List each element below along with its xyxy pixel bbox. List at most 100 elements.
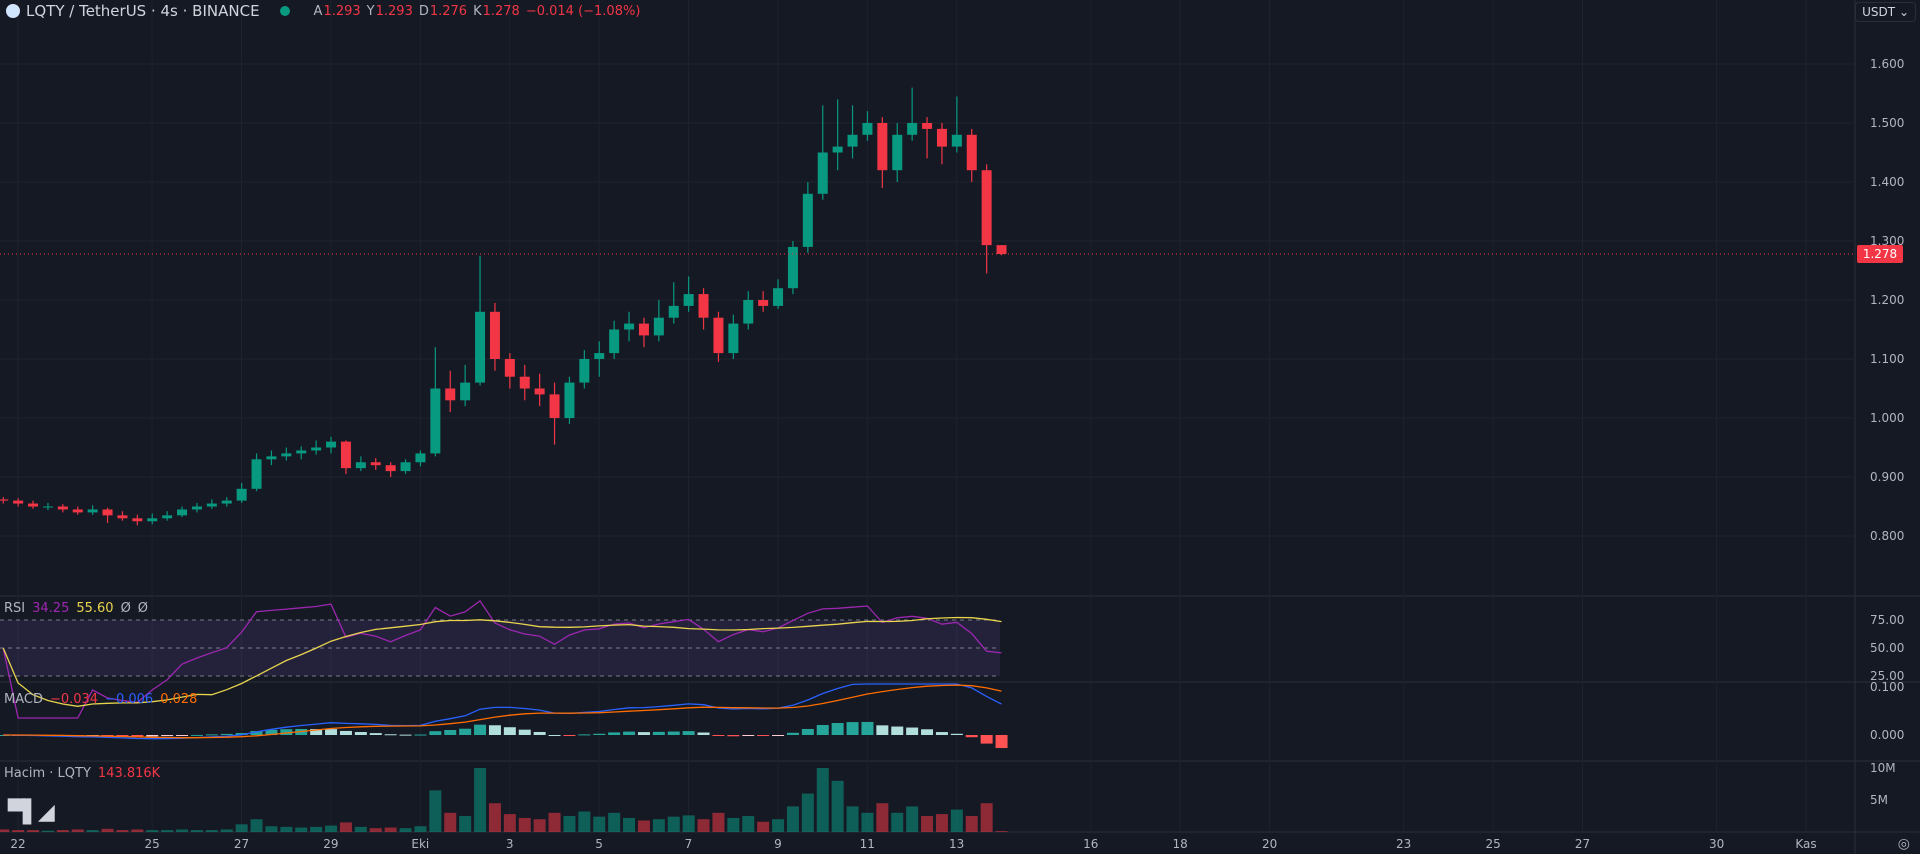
candle-body <box>847 134 858 147</box>
candle <box>430 347 441 457</box>
candle-body <box>951 134 962 147</box>
macd-histogram-bar <box>414 734 427 736</box>
volume-bar <box>205 830 218 832</box>
candle-body <box>966 134 977 171</box>
volume-bar <box>250 819 263 832</box>
volume-bar <box>578 811 591 832</box>
candle-body <box>683 294 694 306</box>
candle-body <box>638 323 649 336</box>
volume-bar <box>354 826 367 832</box>
market-open-icon <box>279 6 290 16</box>
macd-histogram-bar <box>891 726 904 735</box>
volume-bar <box>518 817 531 832</box>
candle-body <box>221 500 232 504</box>
rsi-header: RSI 34.25 55.60 Ø Ø <box>4 601 148 616</box>
eye-icon[interactable]: ◎ <box>1897 836 1910 852</box>
macd-histogram-bar <box>682 731 695 735</box>
candle <box>13 498 24 507</box>
candle <box>191 502 202 513</box>
volume-bar <box>176 829 189 832</box>
volume-bar <box>369 828 382 832</box>
candle-body <box>817 152 828 194</box>
volume-bar <box>399 828 412 832</box>
macd-histogram-bar <box>876 725 889 735</box>
candle <box>42 502 53 511</box>
macd-value: −0.006 <box>105 692 154 707</box>
volume-value: 143.816K <box>97 766 161 781</box>
candle <box>713 311 724 362</box>
volume-header: Hacim · LQTY 143.816K <box>4 766 160 781</box>
tradingview-logo[interactable]: ▀▌◢ <box>8 800 55 825</box>
candle-body <box>877 123 888 171</box>
open-label: A <box>313 3 323 19</box>
macd-histogram-bar <box>578 734 591 736</box>
candle <box>847 105 858 159</box>
price-tick-label: 1.600 <box>1870 57 1904 71</box>
rsi-tick-label: 25.00 <box>1870 669 1904 683</box>
open-value: 1.293 <box>323 3 361 19</box>
low-value: 1.276 <box>429 3 468 19</box>
candle <box>385 462 396 477</box>
currency-selector[interactable]: USDT ⌄ <box>1855 2 1916 22</box>
candle <box>951 96 962 153</box>
candle <box>460 364 471 407</box>
volume-bar <box>459 816 472 832</box>
candle-body <box>191 506 202 510</box>
candle <box>996 245 1007 256</box>
candle-body <box>147 518 158 522</box>
candle-body <box>504 359 515 377</box>
volume-bar <box>220 829 233 832</box>
volume-bar <box>712 812 725 832</box>
macd-histogram-bar <box>697 732 710 735</box>
candle-body <box>922 123 933 129</box>
volume-bar <box>891 812 904 832</box>
candle-body <box>132 518 143 522</box>
macd-histogram-bar <box>176 735 189 736</box>
volume-tick-label: 10M <box>1870 761 1896 775</box>
time-tick-label: 25 <box>1485 837 1500 851</box>
volume-bar <box>548 812 561 832</box>
candle-body <box>206 503 217 507</box>
candle <box>311 440 322 455</box>
time-tick-label: 30 <box>1709 837 1724 851</box>
candle-body <box>981 170 992 246</box>
candle <box>549 382 560 445</box>
candle <box>0 497 9 504</box>
time-tick-label: 13 <box>949 837 964 851</box>
change-value: −0.014 (−1.08%) <box>525 3 641 19</box>
volume-name[interactable]: Hacim · LQTY <box>4 766 91 781</box>
candle <box>653 300 664 342</box>
candle <box>609 320 620 359</box>
candle <box>519 364 530 401</box>
volume-bar <box>280 826 293 832</box>
time-tick-label: 27 <box>234 837 249 851</box>
macd-histogram-bar <box>727 735 740 737</box>
macd-histogram-bar <box>131 735 144 737</box>
candle <box>251 453 262 492</box>
candle-body <box>832 146 843 153</box>
macd-histogram-bar <box>429 731 442 735</box>
macd-histogram-bar <box>369 733 382 735</box>
macd-histogram-bar <box>772 735 785 736</box>
volume-bar <box>667 816 680 832</box>
candle <box>787 241 798 295</box>
symbol-title[interactable]: LQTY / TetherUS · 4s · BINANCE <box>26 2 260 20</box>
volume-bar <box>801 793 814 832</box>
macd-name[interactable]: MACD <box>4 692 43 707</box>
time-tick-label: 5 <box>595 837 603 851</box>
price-tick-label: 0.900 <box>1870 470 1904 484</box>
candle <box>758 291 769 312</box>
candle-body <box>534 388 545 395</box>
macd-hist-value: −0.034 <box>49 692 99 707</box>
time-tick-label: 7 <box>685 837 693 851</box>
candle-body <box>713 317 724 354</box>
candle <box>475 255 486 386</box>
volume-bar <box>12 830 25 832</box>
volume-bar <box>310 826 323 832</box>
rsi-name[interactable]: RSI <box>4 601 26 616</box>
candle-body <box>579 359 590 383</box>
volume-bar <box>533 819 546 832</box>
candle <box>415 450 426 467</box>
volume-bar <box>474 768 487 832</box>
